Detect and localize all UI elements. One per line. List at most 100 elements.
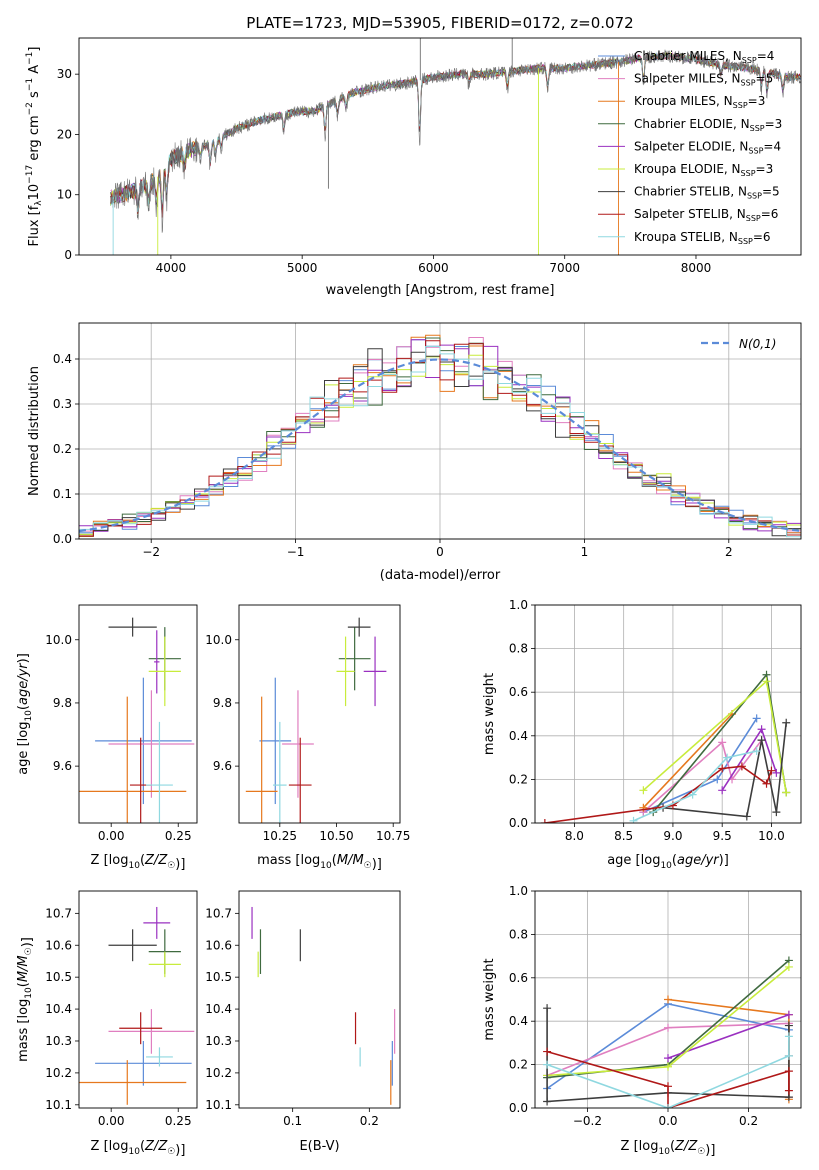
y-tick-label: 0.8 <box>509 927 528 941</box>
y-tick-label: 0.0 <box>509 1101 528 1115</box>
weight-marker-salpeter_stelib <box>784 1067 793 1076</box>
legend-label-chabrier_miles: Chabrier MILES, NSSP=4 <box>634 49 774 65</box>
x-tick-label: 10.50 <box>319 829 353 843</box>
x-axis-label: Z [log10(Z/Z☉)] <box>91 1139 186 1158</box>
y-axis-label: Normed distribution <box>27 366 42 496</box>
label-part: 10 <box>24 987 34 999</box>
label-part: / <box>16 965 31 972</box>
legend-text: =4 <box>763 139 781 153</box>
label-part: ☉ <box>167 861 175 871</box>
y-tick-label: 10.0 <box>205 633 232 647</box>
weight-marker-kroupa_elodie <box>664 1062 672 1071</box>
legend-text: =4 <box>757 49 775 63</box>
legend-text: SSP <box>747 192 762 201</box>
legend-label-kroupa_stelib: Kroupa STELIB, NSSP=6 <box>634 230 771 246</box>
weight-marker-salpeter_miles <box>718 738 727 747</box>
legend-text: SSP <box>746 214 761 223</box>
x-tick-label: −2 <box>142 545 160 559</box>
y-tick-label: 10.1 <box>45 1098 72 1112</box>
label-part: age/yr <box>16 662 31 705</box>
label-part: −2 <box>25 102 35 115</box>
y-tick-label: 0.2 <box>509 1058 528 1072</box>
weight-marker-kroupa_stelib <box>688 790 697 799</box>
y-tick-label: 10.3 <box>205 1034 232 1048</box>
label-part: / <box>153 1139 160 1154</box>
legend-label-chabrier_elodie: Chabrier ELODIE, NSSP=3 <box>634 117 782 133</box>
mass-ebv-panel: 0.1 0.2 10.1 10.2 10.3 10.4 10.5 10.6 10.7 E(B-V) <box>205 890 401 1154</box>
x-axis-label: Z [log10(Z/Z☉)] <box>91 853 186 872</box>
y-tick-label: 0.2 <box>53 442 72 456</box>
weight-marker-chabrier_stelib <box>543 1004 552 1013</box>
weight-marker-salpeter_stelib <box>762 779 771 788</box>
plot-area <box>79 906 195 1105</box>
y-tick-label: 10.2 <box>45 1066 72 1080</box>
y-axis-label: mass weight <box>482 958 497 1040</box>
label-part: 10 <box>128 861 140 871</box>
x-axis-label: E(B-V) <box>299 1139 339 1154</box>
weight-line-kroupa_stelib <box>633 750 757 822</box>
legend-text: =3 <box>765 117 783 131</box>
weight-marker-kroupa_stelib <box>543 1060 552 1069</box>
label-part: Z <box>144 853 155 868</box>
x-tick-label: 0.1 <box>283 1114 302 1128</box>
weight-marker-chabrier_miles <box>713 775 722 784</box>
y-tick-label: 10.5 <box>45 970 72 984</box>
legend-text: SSP <box>750 124 765 133</box>
label-part: M <box>16 955 31 966</box>
label-part: 10 <box>24 710 34 722</box>
x-tick-label: 5000 <box>287 261 318 275</box>
x-tick-label: 0 <box>436 545 444 559</box>
x-tick-label: 10.75 <box>376 829 410 843</box>
legend-text: Chabrier MILES, N <box>634 49 742 63</box>
weight-marker-kroupa_elodie <box>762 677 771 686</box>
age-Z-panel: 0.00 0.259.69.810.0Z [log10(Z/Z☉)]age [lo… <box>16 604 198 872</box>
legend-text: Kroupa STELIB, N <box>634 230 738 244</box>
weight-line-salpeter_stelib <box>546 1050 790 1108</box>
x-axis-label: wavelength [Angstrom, rest frame] <box>326 283 555 298</box>
label-part: )] <box>20 937 35 947</box>
label-part: M <box>337 853 348 868</box>
y-tick-label: 10.6 <box>45 938 72 952</box>
y-tick-label: 0.2 <box>509 772 528 786</box>
legend-label-kroupa_elodie: Kroupa ELODIE, NSSP=3 <box>634 162 773 178</box>
label-part: s <box>27 91 42 102</box>
legend-text: SSP <box>733 101 748 110</box>
label-part: )] <box>175 1143 185 1158</box>
label-part: Flux [f <box>27 205 42 246</box>
legend-text: =5 <box>762 185 780 199</box>
x-tick-label: 6000 <box>418 261 449 275</box>
x-tick-label: −0.2 <box>573 1114 602 1128</box>
legend-text: Salpeter ELODIE, N <box>634 139 748 153</box>
plot-area <box>251 906 396 1105</box>
legend-text: =6 <box>753 230 771 244</box>
weight-marker-salpeter_stelib <box>718 764 727 773</box>
weight-marker-kroupa_stelib <box>664 1104 672 1108</box>
y-axis-label: mass weight <box>482 673 497 755</box>
x-tick-label: 0.25 <box>165 829 192 843</box>
y-axis-label: mass [log10(M/M☉)] <box>16 937 35 1062</box>
weight-line-kroupa_miles <box>642 713 733 809</box>
y-tick-label: 10.4 <box>205 1002 232 1016</box>
mass-weight-age-panel: 8.0 8.5 9.0 9.5 10.0 0.0 0.2 0.4 0.6 0.8 1.0 mass w… <box>482 598 802 871</box>
x-tick-label: 0.2 <box>360 1114 379 1128</box>
label-part: −1 <box>25 78 35 91</box>
axes-frame <box>78 604 198 824</box>
residual-histogram-kroupa_stelib <box>79 346 801 538</box>
legend-label-salpeter_stelib: Salpeter STELIB, NSSP=6 <box>634 207 778 223</box>
label-part: )] <box>372 857 382 872</box>
weight-marker-kroupa_stelib <box>723 753 732 762</box>
label-part: M <box>352 853 363 868</box>
x-axis-label: mass [log10(M/M☉)] <box>257 853 382 872</box>
label-part: Z [log <box>91 1139 129 1154</box>
label-part: ( <box>140 1139 145 1154</box>
x-tick-label: 0.00 <box>98 1114 125 1128</box>
y-tick-label: 0.6 <box>509 971 528 985</box>
label-part: / <box>683 1139 690 1154</box>
figure-title: PLATE=1723, MJD=53905, FIBERID=0172, z=0… <box>246 14 633 32</box>
legend-text: Kroupa ELODIE, N <box>634 162 741 176</box>
label-part: mass [log <box>257 853 320 868</box>
x-tick-label: 0.00 <box>98 829 125 843</box>
legend-text: SSP <box>738 237 753 246</box>
